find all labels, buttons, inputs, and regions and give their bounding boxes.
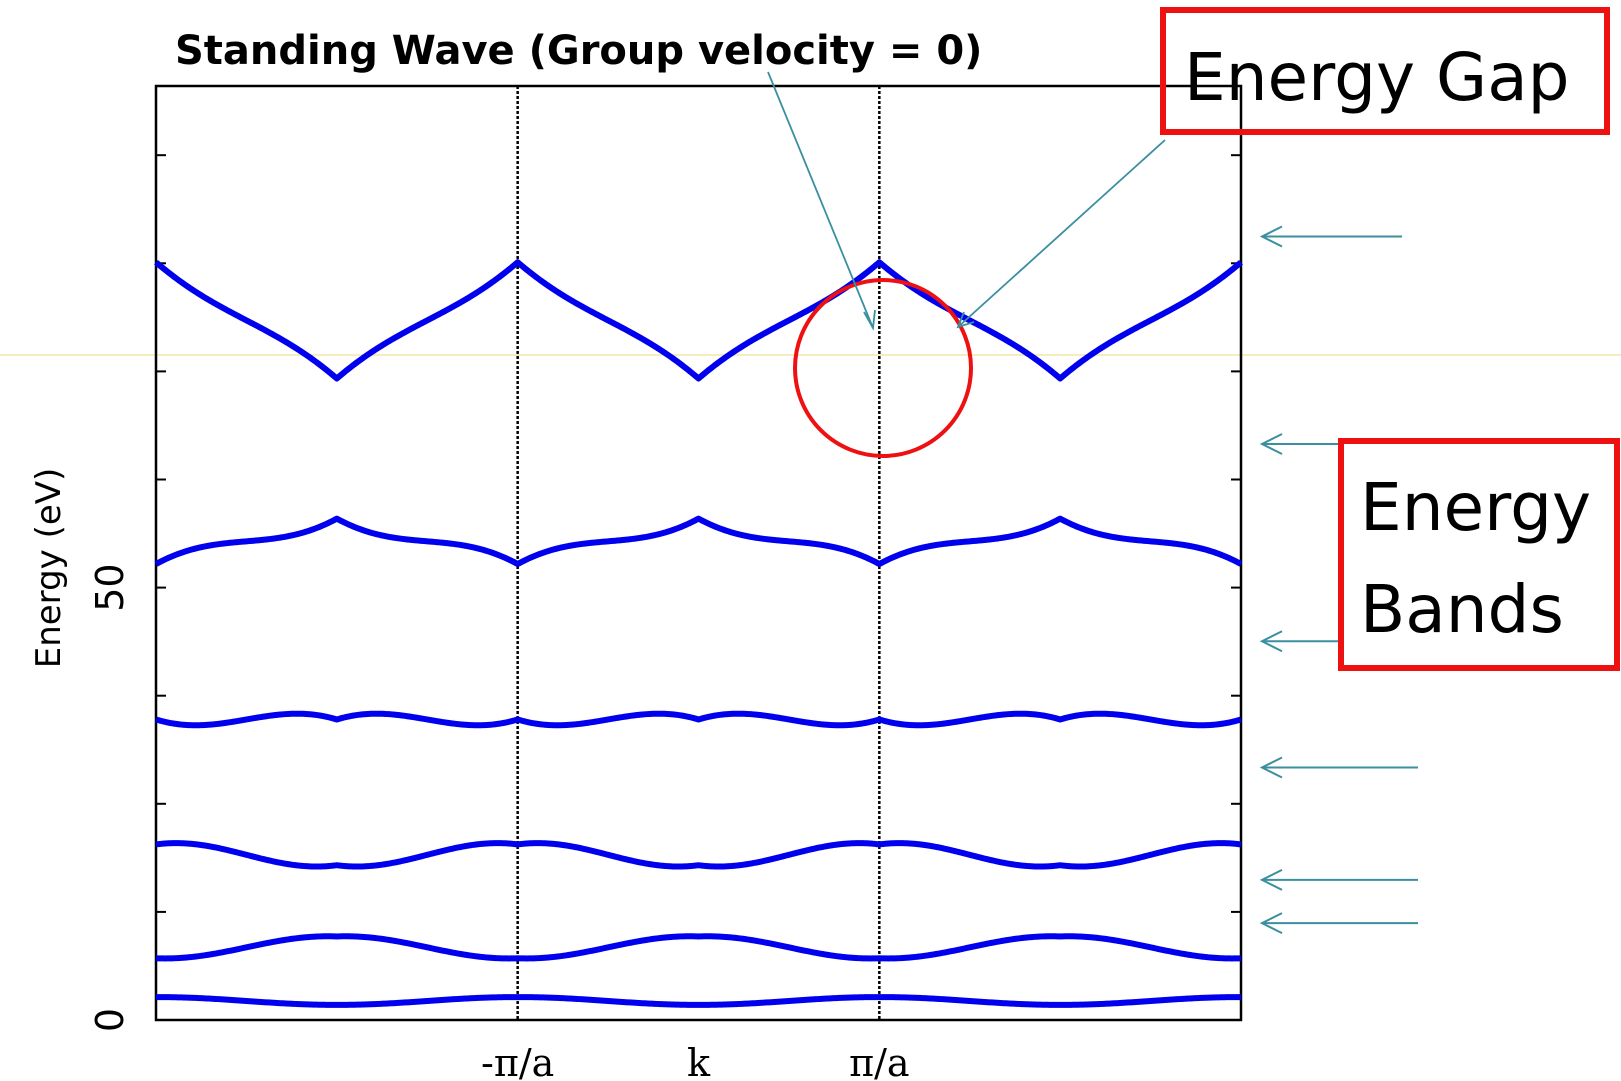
band-arrow-head <box>1259 756 1283 779</box>
y-tick-label-0: 0 <box>88 1008 132 1032</box>
energy-gap-label: Energy Gap <box>1184 39 1570 116</box>
x-tick-label-minus-pi-over-a: -π/a <box>481 1041 554 1081</box>
energy-band-4 <box>154 710 1243 729</box>
band-arrow-head <box>1259 225 1283 248</box>
band-arrow-head <box>1259 433 1283 455</box>
zone-boundary-lines <box>516 86 881 1020</box>
energy-bands-label-line2: Bands <box>1360 571 1564 648</box>
energy-band-curves <box>154 259 1243 1008</box>
energy-band-1 <box>154 994 1243 1008</box>
band-arrow-head <box>1259 630 1283 653</box>
standing-wave-pointer-line <box>767 71 874 329</box>
y-axis-label: Energy (eV) <box>29 468 69 669</box>
x-tick-label-pi-over-a: π/a <box>849 1041 909 1081</box>
energy-gap-box <box>1160 7 1610 135</box>
standing-wave-pointer-arrowhead <box>863 309 876 331</box>
chart-title: Standing Wave (Group velocity = 0) <box>175 28 982 74</box>
energy-band-3 <box>154 840 1243 870</box>
energy-bands-box <box>1338 438 1620 671</box>
energy-band-2 <box>154 933 1243 962</box>
y-axis-ticks <box>156 154 1241 1021</box>
band-arrow-head <box>1259 912 1283 935</box>
y-tick-label-50: 50 <box>88 563 132 611</box>
energy-bands-label-line1: Energy <box>1360 469 1591 546</box>
plot-frame <box>154 84 1243 1022</box>
energy-gap-pointer-line <box>957 139 1166 328</box>
energy-band-5 <box>154 515 1243 568</box>
x-tick-label-k: k <box>687 1041 711 1081</box>
energy-band-6 <box>154 259 1243 382</box>
band-arrow-head <box>1259 869 1283 891</box>
energy-gap-pointer-arrowhead <box>956 311 975 329</box>
energy-gap-circle <box>793 278 973 458</box>
